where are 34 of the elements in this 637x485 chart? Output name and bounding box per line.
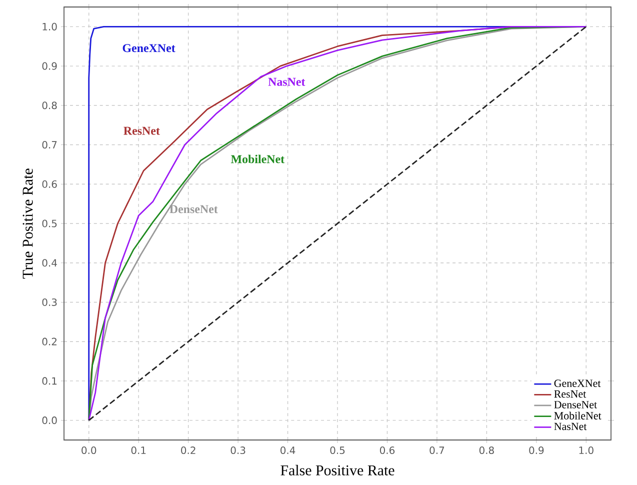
x-tick-label: 0.6 [380,446,395,454]
y-tick-label: 0.4 [42,259,57,267]
y-tick-label: 0.0 [42,416,57,424]
legend-label: ResNet [554,390,586,398]
y-tick-label: 0.5 [42,220,57,228]
y-tick-label: 0.1 [42,377,57,385]
x-tick-label: 0.7 [430,446,444,454]
x-tick-label: 0.1 [131,446,146,454]
x-tick-label: 0.5 [330,446,345,454]
annotation: GeneXNet [122,44,176,52]
y-axis-title: True Positive Rate [22,168,33,279]
legend-label: MobileNet [554,412,602,420]
x-tick-label: 0.0 [82,446,96,454]
y-tick-label: 0.2 [42,338,56,346]
y-tick-label: 0.3 [42,298,57,306]
legend-label: GeneXNet [554,380,601,388]
x-tick-label: 0.4 [280,446,296,454]
annotation: NasNet [268,78,306,86]
x-tick-label: 0.3 [230,446,246,454]
y-tick-label: 0.8 [42,102,57,110]
y-tick-label: 0.7 [42,140,57,149]
legend-label: DenseNet [554,401,598,408]
legend-label: NasNet [554,422,587,430]
y-tick-label: 1.0 [42,22,57,30]
annotation: MobileNet [230,154,284,164]
y-tick-label: 0.9 [42,62,57,70]
x-tick-label: 0.8 [479,446,494,454]
y-tick-label: 0.6 [42,180,57,188]
x-tick-label: 0.2 [181,446,196,454]
x-tick-label: 0.9 [529,446,544,454]
annotation: DenseNet [170,205,218,214]
x-axis-title: False Positive Rate [280,464,394,476]
annotation: ResNet [124,126,160,135]
x-tick-label: 1.0 [579,446,594,454]
